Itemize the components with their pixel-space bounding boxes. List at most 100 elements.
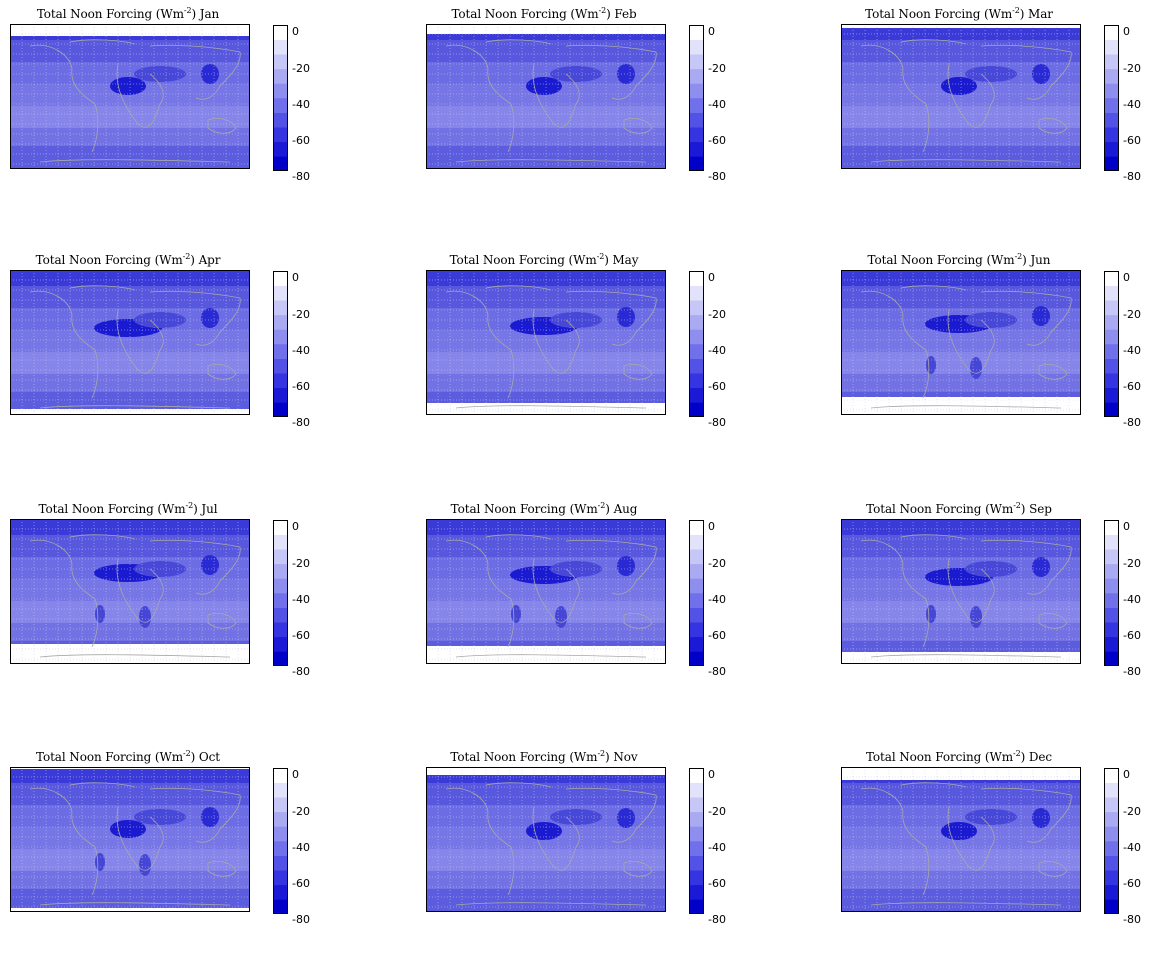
title-month: Nov — [613, 750, 638, 764]
colorbar-swatch — [273, 54, 288, 70]
colorbar-tick-label: -80 — [708, 170, 726, 183]
colorbar-swatch — [689, 156, 704, 171]
title-label: Total Noon Forcing (Wm — [449, 253, 597, 267]
colorbar-swatch — [273, 358, 288, 374]
colorbar-swatch — [689, 855, 704, 871]
coastline — [29, 44, 99, 153]
latitude-band — [841, 270, 1081, 286]
colorbar — [273, 768, 288, 914]
coastline — [69, 534, 136, 540]
colorbar-tick-label: 0 — [292, 25, 299, 38]
title-label: Total Noon Forcing (Wm — [867, 253, 1015, 267]
title-month: Oct — [198, 750, 220, 764]
title-month: Aug — [613, 502, 638, 516]
colorbar-swatch — [273, 622, 288, 638]
polar-night-north — [426, 24, 666, 34]
coastline — [623, 861, 653, 877]
colorbar-swatch — [1104, 285, 1119, 301]
aerosol-region — [926, 356, 936, 374]
colorbar-swatch — [1104, 68, 1119, 84]
colorbar-tick-label: -60 — [708, 877, 726, 890]
coastline — [207, 118, 237, 134]
colorbar-tick-label: 0 — [1123, 520, 1130, 533]
coastline — [149, 290, 241, 346]
aerosol-hotspot — [110, 77, 146, 95]
colorbar-frame — [689, 271, 704, 417]
coastline — [116, 558, 164, 623]
colorbar-swatch — [273, 285, 288, 301]
aerosol-region — [970, 357, 982, 379]
colorbar-swatch — [273, 387, 288, 403]
latitude-band — [426, 146, 666, 169]
title-label: Total Noon Forcing (Wm — [866, 502, 1014, 516]
title-unit-exponent: -2 — [598, 6, 607, 15]
colorbar-tick-label: -40 — [1123, 98, 1141, 111]
coastline — [29, 539, 99, 648]
aerosol-hotspot — [941, 822, 977, 840]
colorbar-swatch — [689, 797, 704, 813]
latitude-band — [10, 871, 250, 889]
colorbar-tick-label: -20 — [1123, 308, 1141, 321]
coastline — [69, 39, 136, 45]
colorbar — [273, 520, 288, 666]
colorbar-tick-label: -60 — [292, 629, 310, 642]
coastline — [1038, 613, 1068, 629]
colorbar-swatch — [689, 636, 704, 652]
latitude-band — [426, 374, 666, 392]
forcing-map — [841, 270, 1081, 415]
colorbar-swatch — [1104, 402, 1119, 417]
polar-night-north — [841, 24, 1081, 28]
colorbar-swatch — [689, 112, 704, 128]
colorbar — [273, 25, 288, 171]
coastline — [532, 309, 580, 374]
colorbar-swatch — [1104, 811, 1119, 827]
colorbar-swatch — [689, 870, 704, 886]
colorbar-tick-label: -40 — [292, 593, 310, 606]
title-unit-exponent: -2 — [183, 6, 192, 15]
colorbar-swatch — [1104, 314, 1119, 330]
colorbar-tick-label: -60 — [708, 380, 726, 393]
latitude-band — [426, 330, 666, 352]
colorbar — [1104, 271, 1119, 417]
colorbar — [1104, 768, 1119, 914]
aerosol-hotspot — [1032, 808, 1050, 828]
colorbar-tick-label: -80 — [1123, 665, 1141, 678]
colorbar-swatch — [273, 112, 288, 128]
colorbar-swatch — [273, 329, 288, 345]
coastline — [149, 787, 241, 843]
map-frame — [841, 270, 1081, 415]
colorbar-swatch — [273, 855, 288, 871]
map-frame — [10, 24, 250, 169]
colorbar — [1104, 25, 1119, 171]
colorbar-tick-label: -40 — [292, 98, 310, 111]
title-close-paren: ) — [606, 7, 615, 21]
colorbar-swatch — [1104, 25, 1119, 40]
coastline — [870, 902, 1062, 906]
colorbar-tick-label: 0 — [708, 271, 715, 284]
latitude-band — [426, 579, 666, 601]
panel-title: Total Noon Forcing (Wm-2) Apr — [0, 252, 256, 267]
colorbar-swatch — [273, 68, 288, 84]
colorbar-tick-label: -80 — [1123, 913, 1141, 926]
colorbar-frame — [1104, 271, 1119, 417]
colorbar-swatch — [273, 870, 288, 886]
colorbar-frame — [689, 520, 704, 666]
panel-title: Total Noon Forcing (Wm-2) Jun — [831, 252, 1087, 267]
title-close-paren: ) — [604, 253, 613, 267]
colorbar-swatch — [273, 826, 288, 842]
panel-title: Total Noon Forcing (Wm-2) Dec — [831, 749, 1087, 764]
map-frame — [841, 24, 1081, 169]
coastline — [532, 806, 580, 871]
colorbar-swatch — [1104, 156, 1119, 171]
polar-night-south — [10, 908, 250, 912]
title-unit-exponent: -2 — [182, 252, 191, 261]
forcing-map — [426, 767, 666, 912]
title-label: Total Noon Forcing (Wm — [865, 7, 1013, 21]
colorbar-swatch — [1104, 127, 1119, 143]
forcing-map — [10, 24, 250, 169]
forcing-map — [10, 767, 250, 912]
colorbar-swatch — [689, 402, 704, 417]
coastline — [532, 558, 580, 623]
colorbar-tick-label: 0 — [1123, 768, 1130, 781]
colorbar-tick-label: -80 — [1123, 416, 1141, 429]
